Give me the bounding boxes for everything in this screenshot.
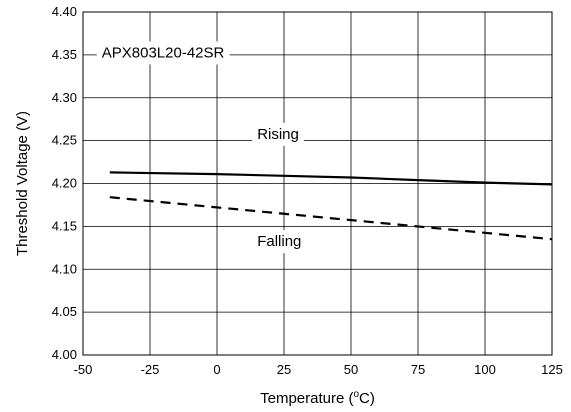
falling-label-bg [252,230,307,254]
x-axis-title-text: Temperature ( [260,390,353,407]
part-label-bg [96,41,230,65]
y-axis-ticks: 4.00 4.05 4.10 4.15 4.20 4.25 4.30 4.35 4.40 [52,4,77,362]
y-tick-label: 4.20 [52,176,77,191]
x-axis-ticks: -50 -25 0 25 50 75 100 125 [74,362,563,377]
x-tick-label: 75 [411,362,425,377]
x-tick-label: -50 [74,362,93,377]
x-axis-title: Temperature (oC) [260,389,375,407]
y-tick-label: 4.30 [52,90,77,105]
x-tick-label: 125 [541,362,563,377]
series-line-falling [109,196,553,241]
y-tick-label: 4.15 [52,218,77,233]
y-tick-label: 4.40 [52,4,77,19]
y-tick-label: 4.05 [52,304,77,319]
series-line-rising [109,171,553,186]
x-tick-label: -25 [141,362,160,377]
y-tick-label: 4.25 [52,133,77,148]
rising-label-bg [252,122,304,146]
x-tick-label: 25 [277,362,291,377]
falling-label: Falling [257,233,301,250]
y-tick-label: 4.35 [52,47,77,62]
rising-label: Rising [257,126,299,143]
x-tick-label: 50 [344,362,358,377]
x-axis-title-unit-sup: o [353,389,359,400]
y-axis-title: Threshold Voltage (V) [14,111,31,256]
x-tick-label: 100 [474,362,496,377]
x-axis-title-unit-suffix: C) [359,390,375,407]
series-group [109,171,553,241]
y-tick-label: 4.00 [52,347,77,362]
y-tick-label: 4.10 [52,261,77,276]
part-number-label: APX803L20-42SR [102,44,225,61]
x-tick-label: 0 [213,362,220,377]
